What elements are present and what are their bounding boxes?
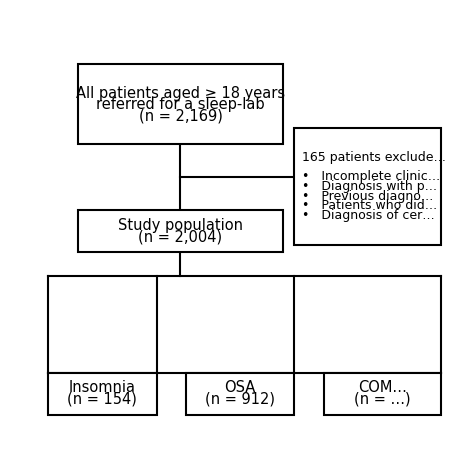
FancyBboxPatch shape bbox=[324, 373, 441, 415]
FancyBboxPatch shape bbox=[78, 64, 283, 145]
Text: (n = 2,169): (n = 2,169) bbox=[138, 108, 222, 123]
FancyBboxPatch shape bbox=[294, 128, 441, 245]
FancyBboxPatch shape bbox=[186, 373, 294, 415]
Text: •   Diagnosis of cer…: • Diagnosis of cer… bbox=[301, 209, 435, 222]
Text: All patients aged ≥ 18 years: All patients aged ≥ 18 years bbox=[76, 85, 285, 100]
FancyBboxPatch shape bbox=[48, 373, 156, 415]
Text: COM…: COM… bbox=[358, 381, 407, 395]
Text: (n = 912): (n = 912) bbox=[205, 392, 275, 407]
Text: •   Incomplete clinic…: • Incomplete clinic… bbox=[301, 170, 440, 183]
FancyBboxPatch shape bbox=[78, 210, 283, 252]
Text: •   Diagnosis with p…: • Diagnosis with p… bbox=[301, 180, 437, 193]
Text: (n = …): (n = …) bbox=[354, 392, 411, 407]
Text: OSA: OSA bbox=[225, 381, 256, 395]
Text: •   Patients who did…: • Patients who did… bbox=[301, 199, 437, 212]
Text: Study population: Study population bbox=[118, 218, 243, 233]
Text: •   Previous diagno…: • Previous diagno… bbox=[301, 190, 433, 202]
Text: Insomnia: Insomnia bbox=[69, 381, 136, 395]
Text: (n = 2,004): (n = 2,004) bbox=[138, 229, 222, 244]
Text: referred for a sleep-lab: referred for a sleep-lab bbox=[96, 97, 265, 112]
Text: 165 patients exclude…: 165 patients exclude… bbox=[301, 151, 446, 164]
Text: (n = 154): (n = 154) bbox=[67, 392, 137, 407]
